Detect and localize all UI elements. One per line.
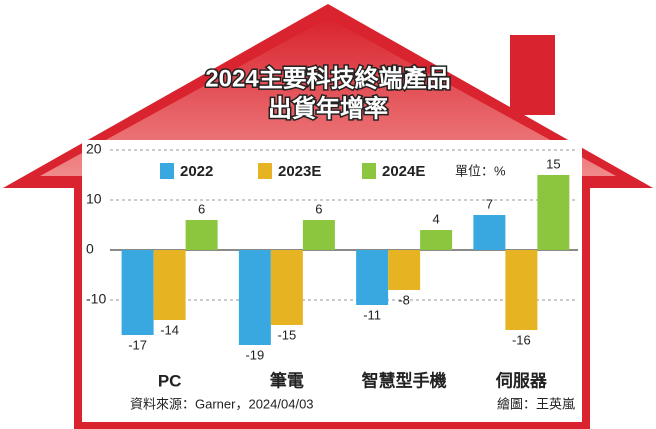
chart-title: 出貨年增率: [268, 94, 388, 122]
bar: [302, 220, 335, 250]
data-label: 4: [433, 211, 440, 226]
source: 資料來源：Garner，2024/04/03: [130, 396, 314, 411]
x-tick-label: PC: [158, 371, 182, 390]
x-tick-label: 筆電: [270, 370, 304, 390]
legend-swatch: [362, 163, 376, 179]
legend-label: 2024E: [382, 163, 425, 180]
legend-swatch: [160, 163, 174, 179]
bar: [473, 215, 506, 250]
data-label: -17: [128, 337, 147, 352]
data-label: 15: [546, 156, 560, 171]
legend-swatch: [258, 163, 272, 179]
y-tick-label: 0: [86, 241, 94, 257]
bar: [121, 250, 154, 335]
bar: [505, 250, 538, 330]
data-label: -11: [363, 307, 381, 322]
unit-label: 單位：%: [455, 163, 506, 178]
y-tick-label: -10: [86, 291, 106, 307]
bar: [185, 220, 218, 250]
bar: [153, 250, 186, 320]
data-label: -15: [277, 327, 296, 342]
data-label: -16: [512, 332, 531, 347]
chart-title: 2024主要科技終端產品: [205, 64, 450, 92]
bar: [537, 175, 570, 250]
credit: 繪圖：王英嵐: [497, 396, 575, 411]
bar: [270, 250, 303, 325]
y-tick-label: 10: [86, 191, 102, 207]
data-label: 7: [486, 196, 493, 211]
bar: [388, 250, 421, 290]
bar: [356, 250, 389, 305]
legend-label: 2023E: [278, 163, 321, 180]
data-label: 6: [315, 201, 322, 216]
legend-label: 2022: [180, 163, 213, 180]
bar: [420, 230, 453, 250]
data-label: 6: [198, 201, 205, 216]
chimney: [510, 35, 555, 115]
bar: [238, 250, 271, 345]
x-tick-label: 智慧型手機: [362, 370, 447, 390]
data-label: -14: [160, 322, 179, 337]
roof: [40, 18, 616, 176]
data-label: -19: [245, 347, 264, 362]
y-tick-label: 20: [86, 141, 102, 157]
x-tick-label: 伺服器: [495, 370, 548, 390]
data-label: -8: [398, 292, 410, 307]
